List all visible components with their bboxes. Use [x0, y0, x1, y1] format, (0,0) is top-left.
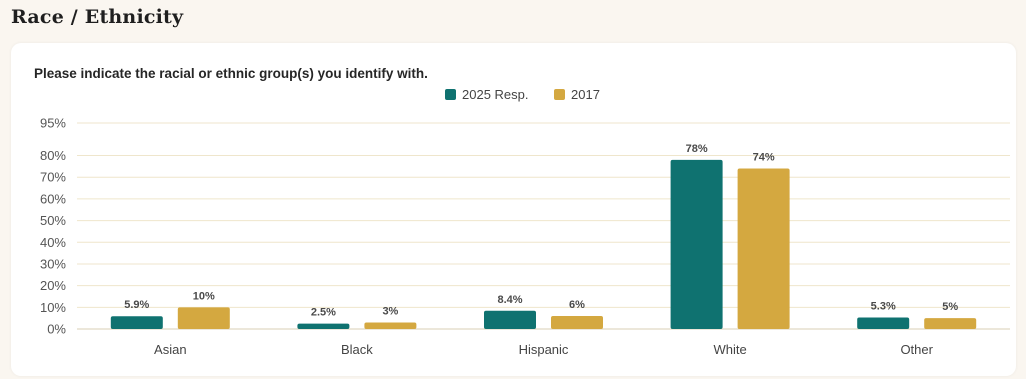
bars: [111, 160, 976, 329]
y-tick-label: 95%: [40, 116, 66, 131]
data-label: 10%: [193, 290, 215, 302]
bar: [297, 324, 349, 329]
legend: 2025 Resp. 2017: [445, 87, 600, 102]
bar: [178, 307, 230, 329]
bar: [111, 316, 163, 329]
y-tick-label: 70%: [40, 170, 66, 185]
legend-swatch: [554, 89, 565, 100]
y-tick-label: 30%: [40, 256, 66, 271]
legend-label: 2025 Resp.: [462, 87, 529, 102]
bar: [857, 318, 909, 329]
y-axis-ticks: 0% 10% 20% 30% 40% 50% 60% 70% 80% 95%: [40, 116, 66, 337]
data-label: 5.3%: [871, 301, 896, 313]
data-label: 74%: [753, 152, 775, 164]
data-labels: 5.9% 10% 2.5% 3% 8.4% 6% 78% 74% 5.3% 5%: [124, 143, 958, 319]
data-label: 78%: [686, 143, 708, 155]
x-category-label: Hispanic: [519, 342, 569, 357]
bar: [738, 169, 790, 329]
data-label: 3%: [382, 305, 398, 317]
data-label: 2.5%: [311, 307, 336, 319]
x-axis-categories: Asian Black Hispanic White Other: [154, 342, 934, 357]
x-category-label: White: [713, 342, 746, 357]
x-category-label: Other: [900, 342, 933, 357]
bar: [484, 311, 536, 329]
y-tick-label: 40%: [40, 235, 66, 250]
x-category-label: Black: [341, 342, 373, 357]
legend-label: 2017: [571, 87, 600, 102]
y-tick-label: 10%: [40, 300, 66, 315]
y-tick-label: 60%: [40, 191, 66, 206]
y-tick-label: 50%: [40, 213, 66, 228]
bar: [551, 316, 603, 329]
bar: [924, 318, 976, 329]
bar: [364, 322, 416, 329]
data-label: 8.4%: [497, 294, 522, 306]
grid-lines: [77, 123, 1010, 329]
data-label: 5.9%: [124, 299, 149, 311]
data-label: 6%: [569, 299, 585, 311]
y-tick-label: 0%: [47, 322, 66, 337]
y-tick-label: 20%: [40, 278, 66, 293]
bar: [671, 160, 723, 329]
y-tick-label: 80%: [40, 148, 66, 163]
data-label: 5%: [942, 301, 958, 313]
legend-swatch: [445, 89, 456, 100]
x-category-label: Asian: [154, 342, 187, 357]
